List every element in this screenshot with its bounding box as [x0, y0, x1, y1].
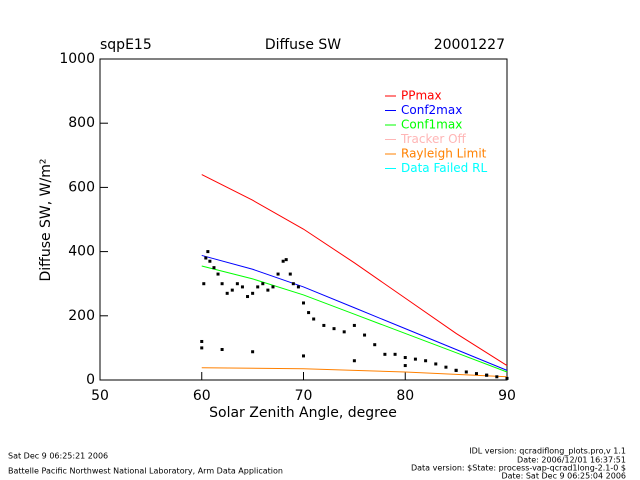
footer-right: Date: 2006/12/01 16:37:51 [517, 456, 626, 465]
data-point [485, 373, 489, 377]
legend-label: Tracker Off [400, 132, 467, 146]
legend-label: Conf2max [401, 103, 462, 117]
data-point [202, 282, 206, 286]
data-point [291, 282, 295, 286]
legend-label: Data Failed RL [401, 161, 487, 175]
x-tick-label: 50 [91, 388, 109, 404]
data-point [312, 317, 316, 321]
date-label: 20001227 [434, 37, 505, 53]
footer-right: Date: Sat Dec 9 06:25:04 2006 [501, 472, 626, 480]
data-point [495, 375, 499, 379]
data-point [246, 295, 250, 299]
data-point [424, 359, 428, 363]
data-point [403, 356, 407, 360]
data-point [206, 250, 210, 254]
data-point [220, 348, 224, 352]
data-point [342, 330, 346, 334]
data-point [216, 272, 220, 276]
footer-left: Battelle Pacific Northwest National Labo… [8, 467, 283, 476]
data-point [363, 333, 367, 337]
data-point [212, 266, 216, 270]
footer-right: IDL version: qcradiflong_plots.pro,v 1.1 [469, 447, 626, 456]
data-point [220, 282, 224, 286]
data-point [373, 343, 377, 347]
data-point [413, 357, 417, 361]
data-point [200, 346, 204, 350]
data-point [200, 339, 204, 343]
x-tick-label: 60 [193, 388, 211, 404]
y-tick-label: 200 [68, 308, 95, 324]
series-line [201, 254, 508, 371]
data-point [204, 256, 208, 260]
data-point [230, 288, 234, 292]
data-point [464, 370, 468, 374]
series-line [201, 174, 508, 366]
data-point [474, 372, 478, 376]
x-tick-label: 70 [295, 388, 313, 404]
data-point [235, 282, 239, 286]
chart-title: Diffuse SW [265, 37, 341, 53]
data-point [322, 323, 326, 327]
data-point [307, 311, 311, 315]
data-point [454, 368, 458, 372]
y-axis-label: Diffuse SW, W/m² [38, 159, 54, 282]
site-label: sqpE15 [100, 37, 152, 53]
series-line [201, 367, 508, 378]
data-point [240, 285, 244, 289]
data-point [266, 288, 270, 292]
data-point [505, 376, 509, 380]
y-tick-label: 600 [68, 179, 95, 195]
legend-label: Rayleigh Limit [401, 147, 487, 161]
data-point [251, 291, 255, 295]
x-tick-label: 90 [498, 388, 516, 404]
data-point [288, 272, 292, 276]
data-point [393, 352, 397, 356]
legend-label: PPmax [401, 89, 442, 103]
data-point [403, 364, 407, 368]
x-tick-label: 80 [396, 388, 414, 404]
y-tick-label: 1000 [59, 51, 95, 67]
y-tick-label: 800 [68, 115, 95, 131]
data-point [208, 259, 212, 263]
data-point [256, 285, 260, 289]
legend-label: Conf1max [401, 118, 462, 132]
data-point [296, 285, 300, 289]
data-point [332, 327, 336, 331]
data-point [261, 282, 265, 286]
data-point [352, 323, 356, 327]
data-point [251, 350, 255, 354]
footer-left: Sat Dec 9 06:25:21 2006 [8, 452, 108, 461]
footer-right: Data version: $State: process-vap-qcrad1… [411, 464, 626, 473]
data-point [302, 301, 305, 305]
x-axis-label: Solar Zenith Angle, degree [209, 405, 397, 421]
data-point [271, 285, 275, 289]
data-point [434, 362, 438, 366]
data-point [225, 291, 229, 295]
data-point [383, 352, 387, 356]
data-point [302, 354, 305, 358]
series-line [201, 265, 508, 373]
data-point [276, 272, 280, 276]
data-point [281, 259, 285, 263]
data-point [284, 258, 288, 262]
y-tick-label: 0 [86, 372, 95, 388]
data-point [444, 365, 448, 369]
data-point [352, 359, 356, 363]
y-tick-label: 400 [68, 244, 95, 260]
